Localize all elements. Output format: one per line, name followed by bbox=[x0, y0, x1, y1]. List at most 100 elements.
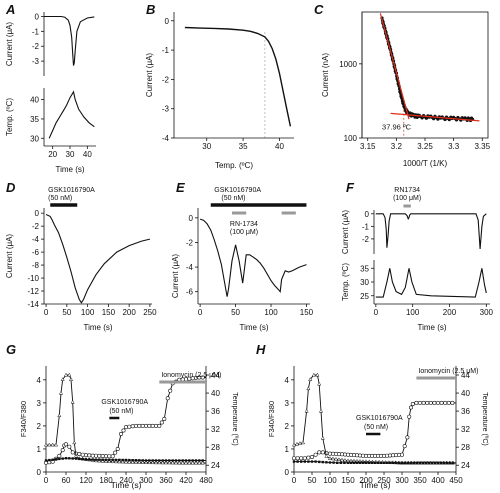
panel-g-series-2-marker bbox=[53, 442, 59, 447]
panel-h-series-1-marker bbox=[410, 401, 415, 406]
panel-g-series-3-marker bbox=[194, 459, 198, 462]
panel-e-y-tick-label: -4 bbox=[186, 263, 194, 272]
panel-g-series-1-marker bbox=[87, 453, 92, 458]
panel-g-series-1-marker bbox=[104, 454, 109, 459]
panel-h-y-tick-label: 4 bbox=[285, 376, 290, 385]
panel-g-series-3-marker bbox=[88, 458, 91, 461]
panel-h-series-3-marker bbox=[314, 460, 317, 463]
panel-g-series-2-marker bbox=[43, 442, 49, 447]
panel-g-series-1-marker bbox=[140, 423, 145, 428]
panel-c-ylabel: Current (nA) bbox=[321, 53, 330, 97]
panel-h-series-2-marker bbox=[308, 377, 313, 381]
panel-g-series-2-marker bbox=[117, 459, 122, 464]
panel-g-series-1-marker bbox=[134, 423, 139, 428]
panel-h-series-3-marker bbox=[349, 461, 353, 464]
panel-d-x-tick-label: 0 bbox=[44, 308, 49, 317]
panel-g-series-2-marker bbox=[197, 460, 202, 465]
panel-g-series-1-marker bbox=[115, 446, 120, 451]
panel-h-series-3-marker bbox=[406, 461, 410, 464]
panel-g-series-3-marker bbox=[128, 458, 131, 462]
panel-f-bottom-y-tick-label: 25 bbox=[360, 292, 369, 301]
panel-g-series-2-marker bbox=[180, 460, 185, 465]
panel-g-series-3-marker bbox=[64, 457, 68, 460]
panel-g-series-1-marker bbox=[165, 396, 170, 401]
panel-g-series-3-marker bbox=[144, 459, 148, 462]
panel-g-series-1-marker bbox=[80, 452, 85, 457]
panel-f-x-tick-label: 200 bbox=[443, 308, 457, 317]
panel-g-series-3-marker bbox=[151, 459, 154, 462]
panel-g-series-1-marker bbox=[144, 423, 149, 428]
panel-g-x-tick-label: 0 bbox=[44, 476, 49, 485]
panel-h-drug1-label: GSK1016790A bbox=[356, 415, 403, 422]
panel-b-y-tick-label: 0 bbox=[165, 17, 170, 26]
panel-h-series-3-markers bbox=[292, 460, 455, 464]
panel-h-series-2-marker bbox=[324, 453, 329, 458]
panel-g-series-1-marker bbox=[97, 453, 102, 458]
panel-g-series-2-marker bbox=[177, 460, 182, 465]
panel-h-series-1-marker bbox=[407, 414, 412, 419]
panel-g-drug1-conc: (50 nM) bbox=[109, 408, 133, 415]
panel-g-series-2-line bbox=[46, 374, 206, 464]
panel-e-y-tick-label: 0 bbox=[189, 214, 194, 223]
panel-letter-D: D bbox=[6, 180, 16, 195]
panel-d-y-tick-label: -8 bbox=[32, 261, 40, 270]
panel-h-series-2-marker bbox=[300, 440, 306, 445]
panel-f-bottom-ylabel: Temp. (ºC) bbox=[341, 263, 350, 301]
panel-h-series-3-marker bbox=[421, 461, 425, 464]
panel-g-series-1-marker bbox=[127, 424, 132, 429]
panel-c-point bbox=[436, 117, 440, 121]
panel-h-series-2-marker bbox=[330, 456, 336, 461]
panel-h-y-tick-label: 36 bbox=[461, 407, 470, 416]
panel-letter-A: A bbox=[5, 2, 15, 17]
panel-g-series-1-marker bbox=[200, 375, 205, 380]
panel-h-series-3-marker bbox=[303, 460, 306, 463]
panel-h-series-3-marker bbox=[433, 461, 437, 464]
panel-g-series-1-marker bbox=[110, 454, 115, 459]
panel-g-x-tick-label: 480 bbox=[199, 476, 213, 485]
panel-h-series-1-marker bbox=[295, 456, 300, 461]
panel-h-series-1-marker bbox=[306, 455, 311, 460]
panel-h-series-3-marker bbox=[412, 461, 416, 464]
panel-h-series-1-marker bbox=[408, 405, 413, 410]
panel-g-series-3-marker bbox=[54, 458, 58, 461]
panel-g-series-2-marker bbox=[173, 460, 179, 465]
panel-h-x-tick-label: 50 bbox=[308, 476, 317, 485]
panel-h-y-tick-label: 32 bbox=[461, 425, 470, 434]
panel-c-point bbox=[424, 116, 428, 120]
panel-g-y-tick-label: 28 bbox=[211, 443, 220, 452]
panel-c-x-tick-label: 3.25 bbox=[417, 142, 433, 151]
panel-h-series-1-marker bbox=[435, 400, 440, 405]
panel-h-series-1-marker bbox=[405, 435, 410, 440]
panel-h-series-2-marker bbox=[294, 441, 300, 446]
panel-h-series-3-marker bbox=[336, 461, 339, 464]
panel-g-series-1-marker bbox=[113, 450, 118, 455]
panel-g-series-2-marker bbox=[167, 460, 172, 465]
panel-h-y-tick-label: 24 bbox=[461, 461, 470, 470]
panel-h-series-3-marker bbox=[376, 461, 380, 464]
panel-g-y-tick-label: 4 bbox=[37, 376, 42, 385]
panel-g-series-3-marker bbox=[104, 458, 108, 461]
panel-g-series-2-marker bbox=[170, 460, 175, 465]
panel-f-drug-label: RN1734 bbox=[394, 187, 420, 194]
panel-g-series-3-marker bbox=[108, 458, 111, 461]
panel-c-annotation: 37.96 ºC bbox=[382, 123, 412, 132]
panel-g-series-2-marker bbox=[190, 460, 195, 465]
panel-h-series-3-marker bbox=[343, 461, 346, 464]
panel-letter-F: F bbox=[346, 180, 355, 195]
panel-d-y-tick-label: -4 bbox=[32, 235, 40, 244]
panel-h-series-3-marker bbox=[310, 460, 314, 463]
panel-h-series-3-marker bbox=[300, 460, 303, 463]
panel-e-drug1-conc: (50 nM) bbox=[221, 195, 245, 202]
panel-g-series-2-marker bbox=[187, 460, 192, 465]
panel-g-series-3-marker bbox=[171, 459, 174, 462]
panel-a-xlabel: Time (s) bbox=[55, 165, 84, 174]
panel-g-series-3-marker bbox=[148, 459, 151, 462]
panel-h-series-3-marker bbox=[367, 461, 371, 464]
panel-b-y-tick-label: -3 bbox=[162, 105, 170, 114]
panel-h-series-1-marker bbox=[320, 450, 325, 455]
panel-g-series-3-marker bbox=[154, 459, 158, 462]
panel-g-series-3-marker bbox=[201, 459, 204, 462]
panel-b-xlabel: Temp. (ºC) bbox=[215, 161, 253, 170]
panel-h-y2label: Temperature (ºC) bbox=[481, 392, 488, 446]
panel-g-series-3-marker bbox=[98, 458, 101, 461]
